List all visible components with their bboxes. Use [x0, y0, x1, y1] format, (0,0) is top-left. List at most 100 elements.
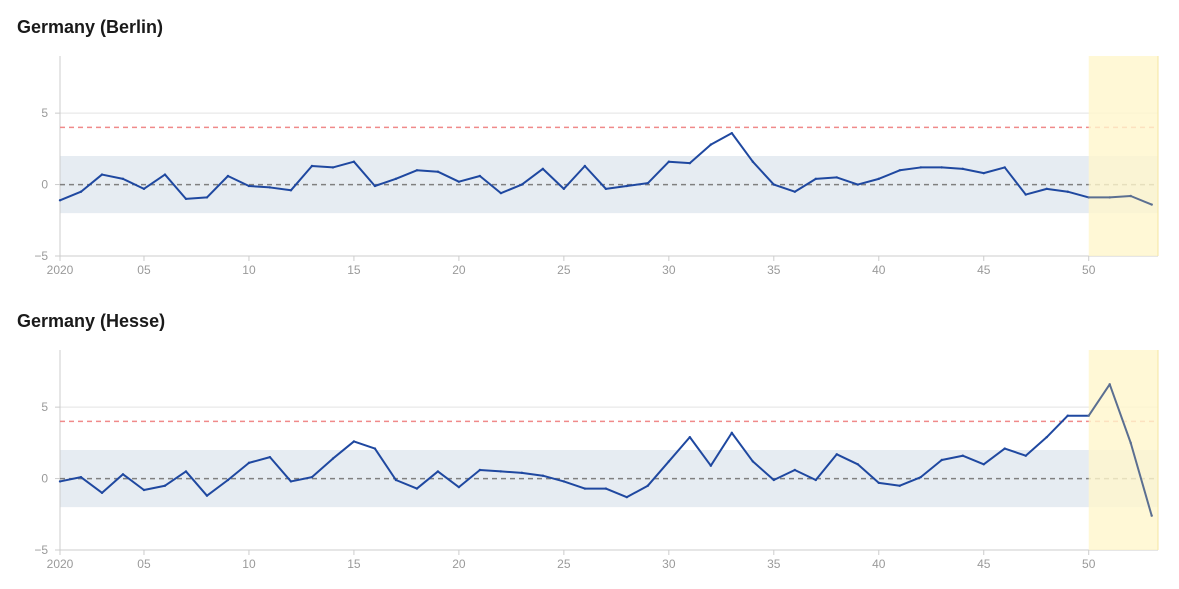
data-point [352, 160, 356, 163]
series-line [59, 414, 1089, 499]
data-point [499, 470, 503, 473]
data-point [793, 190, 796, 193]
data-point [793, 468, 796, 472]
data-point [289, 480, 293, 483]
data-point [268, 455, 272, 459]
data-point [541, 474, 545, 477]
data-point [436, 170, 440, 173]
data-point [121, 473, 125, 476]
data-point [604, 187, 608, 191]
data-point [772, 183, 776, 186]
data-point [100, 173, 104, 176]
data-point [919, 166, 922, 169]
data-point [562, 480, 566, 483]
data-point [1003, 166, 1006, 169]
data-point [79, 190, 83, 193]
data-point [226, 174, 230, 178]
x-tick-label: 50 [1082, 263, 1096, 277]
data-point [226, 478, 230, 482]
data-point [1129, 441, 1132, 445]
x-tick-label: 40 [872, 263, 886, 277]
y-tick-label: −5 [34, 543, 48, 557]
data-point [541, 167, 545, 171]
data-point [58, 199, 62, 202]
data-point [1087, 414, 1090, 417]
y-tick-label: −5 [34, 249, 48, 263]
data-point [625, 184, 629, 188]
data-point [79, 475, 83, 479]
chart-title: Germany (Berlin) [17, 17, 164, 37]
data-point [1108, 383, 1111, 386]
x-tick-label: 15 [347, 263, 361, 277]
data-point [730, 131, 734, 135]
y-tick-label: 0 [41, 472, 48, 486]
data-point [184, 470, 188, 473]
x-tick-label: 50 [1082, 557, 1096, 571]
data-point [751, 460, 755, 463]
data-point [163, 173, 167, 176]
y-tick-label: 5 [41, 106, 48, 120]
x-tick-label: 10 [242, 263, 256, 277]
data-point [1066, 414, 1069, 417]
series-line-forecast [1088, 195, 1153, 206]
data-point [394, 478, 398, 482]
data-point [856, 183, 859, 186]
data-point [478, 468, 482, 472]
data-point [520, 471, 524, 475]
data-point [478, 174, 482, 178]
data-point [814, 478, 817, 482]
x-tick-label: 30 [662, 263, 676, 277]
data-point [1150, 203, 1153, 206]
data-point [772, 478, 776, 482]
data-point [646, 484, 650, 487]
data-point [163, 484, 167, 487]
data-point [310, 475, 314, 479]
data-point [919, 475, 922, 479]
forecast-highlight-region [1088, 350, 1158, 550]
forecast-highlight-region [1088, 56, 1158, 256]
data-point [415, 487, 419, 490]
x-tick-label: 35 [767, 557, 781, 571]
data-point [877, 481, 880, 485]
data-point [457, 485, 461, 489]
data-point [142, 488, 146, 492]
data-point [961, 167, 964, 171]
data-point [1024, 193, 1027, 196]
x-tick-label: 2020 [47, 557, 74, 571]
x-tick-label: 45 [977, 557, 991, 571]
chart-title: Germany (Hesse) [17, 311, 166, 331]
data-point [583, 487, 587, 490]
data-point [667, 460, 671, 463]
data-point [982, 463, 985, 466]
data-point [730, 431, 734, 435]
data-point [205, 196, 209, 199]
data-point [583, 164, 587, 168]
data-point [646, 181, 650, 185]
data-point [940, 166, 943, 169]
x-tick-label: 2020 [47, 263, 74, 277]
data-point [520, 183, 524, 186]
x-tick-label: 40 [872, 557, 886, 571]
x-tick-label: 05 [137, 557, 151, 571]
data-point [835, 453, 838, 456]
data-point [898, 484, 901, 487]
data-point [121, 177, 125, 181]
data-point [331, 457, 335, 460]
y-tick-label: 0 [41, 178, 48, 192]
data-point [415, 169, 419, 172]
data-point [268, 186, 272, 189]
data-point [1045, 435, 1048, 439]
x-tick-label: 45 [977, 263, 991, 277]
data-point [310, 164, 314, 168]
series-line [59, 132, 1089, 202]
data-point [499, 191, 503, 195]
data-point [1087, 196, 1090, 199]
x-tick-label: 10 [242, 557, 256, 571]
data-point [1024, 454, 1027, 457]
x-tick-label: 20 [452, 263, 466, 277]
data-point [856, 463, 859, 466]
y-tick-label: 5 [41, 400, 48, 414]
data-point [100, 491, 104, 495]
data-point [352, 440, 356, 443]
